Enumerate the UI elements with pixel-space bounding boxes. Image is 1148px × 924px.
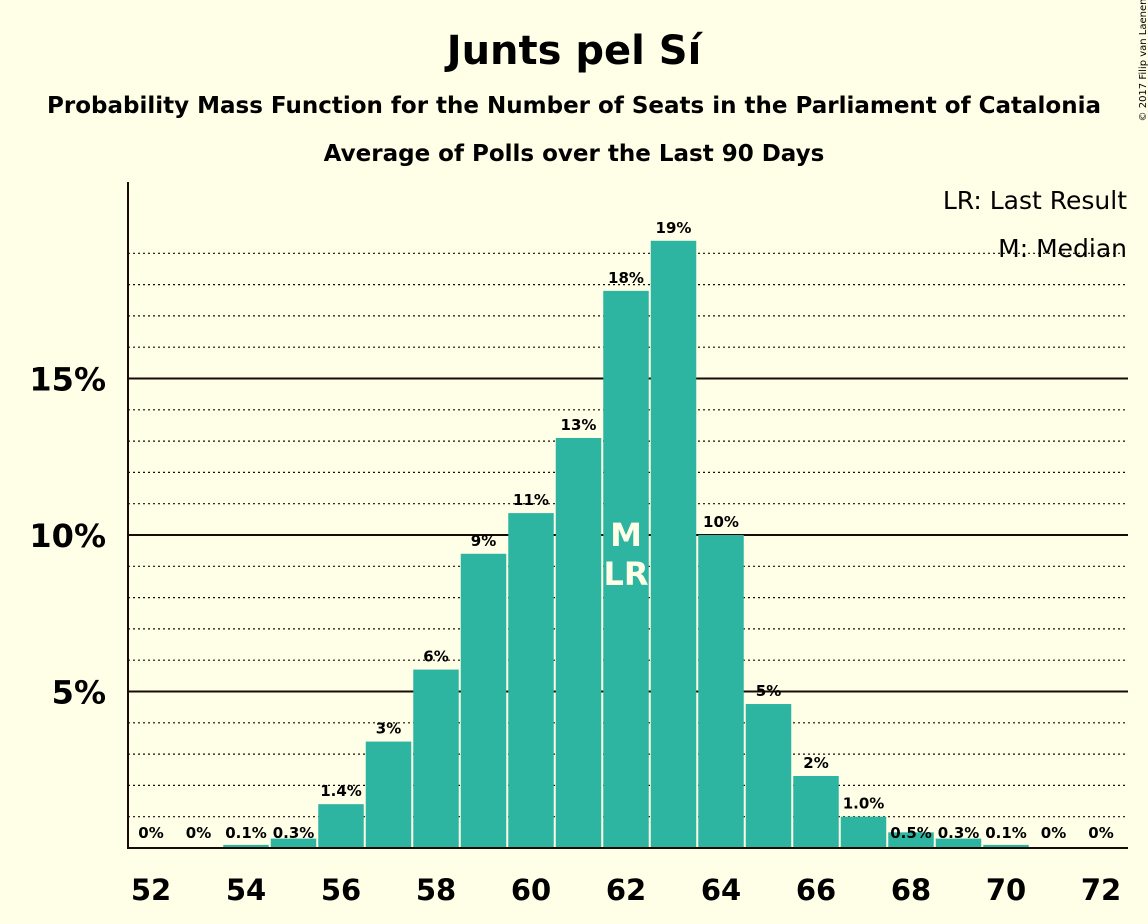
bar-value-label: 0% — [186, 824, 211, 842]
bar — [318, 804, 364, 848]
bar-value-label: 0% — [138, 824, 163, 842]
x-tick-label: 70 — [986, 873, 1026, 907]
x-tick-label: 54 — [226, 873, 266, 907]
bar-value-label: 5% — [756, 682, 781, 700]
bar-value-label: 0.3% — [938, 824, 980, 842]
bar-value-label: 0.5% — [890, 824, 932, 842]
bar — [793, 776, 839, 848]
bar-value-label: 0% — [1041, 824, 1066, 842]
bar-value-label: 1.4% — [320, 782, 362, 800]
y-tick-label: 15% — [29, 361, 106, 399]
bar — [270, 838, 317, 848]
axes: 5% 10% 15% 52 54 56 58 60 62 64 66 68 70 72 — [29, 182, 1128, 907]
copyright-notice: © 2017 Filip van Laenen — [1138, 0, 1148, 121]
x-tick-label: 66 — [796, 873, 836, 907]
bar-value-label: 10% — [703, 513, 739, 531]
bar — [508, 513, 554, 848]
bar-value-label: 0% — [1088, 824, 1113, 842]
bar — [413, 669, 459, 848]
bar — [223, 844, 269, 848]
bar — [365, 741, 412, 848]
bar-value-label: 0.1% — [225, 824, 267, 842]
bar — [460, 553, 507, 848]
x-tick-label: 72 — [1081, 873, 1121, 907]
chart-subtitle: Probability Mass Function for the Number… — [47, 93, 1101, 119]
bar-value-label: 18% — [608, 269, 644, 287]
bar-value-label: 13% — [561, 416, 597, 434]
bar-value-label: 19% — [656, 219, 692, 237]
bars: 0% 0% 0.1% 0.3% 1.4% 3% 6% 9% 11% 13% 18% 19% 10% 5% 2… — [138, 219, 1114, 848]
chart-subtitle-2: Average of Polls over the Last 90 Days — [324, 141, 825, 167]
bar-value-label: 2% — [803, 754, 828, 772]
bar-value-label: 1.0% — [843, 795, 885, 813]
median-marker: M — [610, 516, 642, 554]
x-tick-label: 68 — [891, 873, 931, 907]
x-tick-label: 60 — [511, 873, 551, 907]
bar — [555, 437, 602, 848]
bar — [983, 844, 1029, 848]
last-result-marker: LR — [603, 555, 648, 593]
y-tick-label: 10% — [29, 517, 106, 555]
x-tick-label: 58 — [416, 873, 456, 907]
bar-value-label: 6% — [423, 648, 448, 666]
chart-title: Junts pel Sí — [444, 28, 704, 74]
legend-entry: LR: Last Result — [943, 186, 1127, 215]
y-tick-label: 5% — [52, 674, 106, 712]
bar — [888, 832, 934, 848]
bar — [650, 240, 697, 848]
bar-value-label: 9% — [471, 532, 496, 550]
bar-value-label: 0.3% — [273, 824, 315, 842]
x-tick-label: 62 — [606, 873, 646, 907]
bar-value-label: 3% — [376, 720, 401, 738]
bar-value-label: 0.1% — [985, 824, 1027, 842]
bar-value-label: 11% — [513, 491, 549, 509]
bar — [840, 816, 887, 848]
bar — [698, 535, 744, 848]
x-tick-label: 56 — [321, 873, 361, 907]
legend: LR: Last Result M: Median — [943, 186, 1127, 263]
legend-entry: M: Median — [998, 234, 1127, 263]
x-tick-label: 64 — [701, 873, 741, 907]
bar — [603, 290, 649, 848]
bar — [745, 704, 792, 848]
bar — [935, 838, 982, 848]
x-tick-label: 52 — [131, 873, 171, 907]
